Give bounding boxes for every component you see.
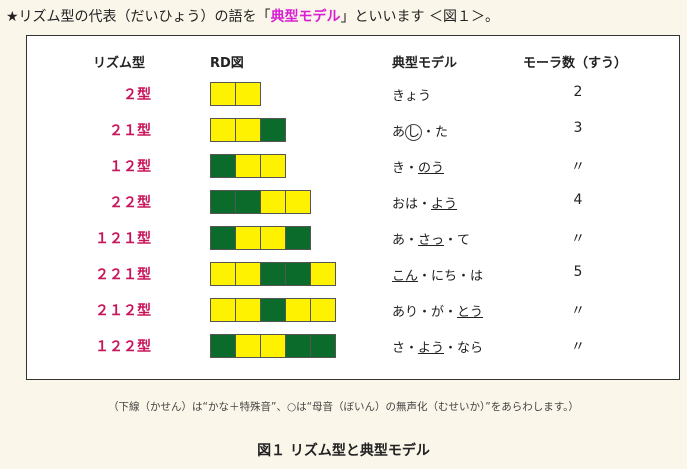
mora-count: 〃 xyxy=(571,159,585,175)
rd-cell-yellow xyxy=(260,190,286,214)
row-type-label: ２２１型 xyxy=(95,267,151,283)
rd-diagram xyxy=(210,262,336,286)
rd-cell-yellow xyxy=(210,118,236,142)
word-segment: ・た xyxy=(422,125,449,140)
model-word: あり・が・とう xyxy=(392,301,483,320)
word-segment: あ・ xyxy=(392,233,419,248)
rd-cell-green xyxy=(210,334,236,358)
rd-cell-green xyxy=(310,334,336,358)
rd-cell-yellow xyxy=(310,262,336,286)
word-segment: ・にち・は xyxy=(418,269,484,284)
intro-text: ★リズム型の代表（だいひょう）の語を「典型モデル」といいます ＜図１＞。 xyxy=(6,6,499,26)
row-type-label: ２１型 xyxy=(109,123,151,139)
rd-diagram xyxy=(210,82,261,106)
rd-cell-green xyxy=(285,334,311,358)
rd-cell-green xyxy=(260,298,286,322)
special-sound-segment: こん xyxy=(392,269,419,284)
model-word: さ・よう・なら xyxy=(392,337,483,356)
rd-cell-yellow xyxy=(210,82,236,106)
mora-count: 2 xyxy=(573,84,583,100)
row-type-label: ２２型 xyxy=(109,195,151,211)
rd-cell-yellow xyxy=(235,262,261,286)
word-segment: き・ xyxy=(392,161,419,176)
word-segment: きょう xyxy=(392,89,432,104)
header-model: 典型モデル xyxy=(392,56,458,71)
rd-cell-yellow xyxy=(285,298,311,322)
rd-cell-yellow xyxy=(235,334,261,358)
special-sound-segment: よう xyxy=(431,197,458,212)
rd-cell-yellow xyxy=(235,298,261,322)
word-segment: あ xyxy=(392,125,406,140)
intro-highlight: 典型モデル xyxy=(270,9,341,25)
rd-cell-green xyxy=(285,226,311,250)
header-type: リズム型 xyxy=(93,56,146,71)
row-type-label: １２型 xyxy=(109,159,151,175)
mora-count: 〃 xyxy=(571,231,585,247)
header-rd: RD図 xyxy=(210,56,244,71)
rd-diagram xyxy=(210,334,336,358)
mora-count: 3 xyxy=(573,120,583,136)
mora-count: 〃 xyxy=(571,339,585,355)
intro-before: ★リズム型の代表（だいひょう）の語を「 xyxy=(6,9,271,25)
rd-diagram xyxy=(210,190,311,214)
word-segment: さ・ xyxy=(392,341,419,356)
special-sound-segment: のう xyxy=(418,161,445,176)
rd-cell-yellow xyxy=(260,226,286,250)
devoiced-mora: し xyxy=(405,124,423,141)
rd-diagram xyxy=(210,226,311,250)
rd-cell-yellow xyxy=(285,190,311,214)
footnote: （下線（かせん）は“かな＋特殊音”、○は“母音（ぼいん）の無声化（むせいか）”を… xyxy=(108,401,579,413)
row-type-label: ２１２型 xyxy=(95,303,151,319)
rd-diagram xyxy=(210,298,336,322)
rd-cell-yellow xyxy=(260,334,286,358)
rhythm-table: リズム型 RD図 典型モデル モーラ数（すう） ２型 きょう 2 ２１型 あし・た 3 １２… xyxy=(26,35,680,380)
model-word: おは・よう xyxy=(392,193,457,212)
row-type-label: １２１型 xyxy=(95,231,151,247)
figure-caption: 図１ リズム型と典型モデル xyxy=(257,443,430,459)
rd-cell-yellow xyxy=(310,298,336,322)
word-segment: ・なら xyxy=(444,341,484,356)
rd-cell-yellow xyxy=(235,226,261,250)
rd-cell-yellow xyxy=(235,118,261,142)
mora-count: 〃 xyxy=(571,303,585,319)
rd-cell-green xyxy=(235,190,261,214)
word-segment: あり・が・ xyxy=(392,305,458,320)
rd-cell-green xyxy=(260,262,286,286)
rd-cell-yellow xyxy=(210,262,236,286)
model-word: き・のう xyxy=(392,157,444,176)
mora-count: 4 xyxy=(573,192,583,208)
special-sound-segment: さっ xyxy=(418,233,445,248)
rd-diagram xyxy=(210,154,286,178)
mora-count: 5 xyxy=(573,264,583,280)
header-mora: モーラ数（すう） xyxy=(523,56,628,71)
model-word: あし・た xyxy=(392,121,448,141)
rd-cell-green xyxy=(260,118,286,142)
word-segment: ・て xyxy=(444,233,471,248)
special-sound-segment: とう xyxy=(457,305,484,320)
rd-cell-green xyxy=(210,226,236,250)
rd-cell-green xyxy=(210,190,236,214)
rd-cell-yellow xyxy=(210,298,236,322)
model-word: こん・にち・は xyxy=(392,265,483,284)
rd-cell-green xyxy=(285,262,311,286)
word-segment: おは・ xyxy=(392,197,432,212)
row-type-label: ２型 xyxy=(123,87,151,103)
model-word: きょう xyxy=(392,85,431,104)
model-word: あ・さっ・て xyxy=(392,229,470,248)
rd-cell-yellow xyxy=(235,154,261,178)
rd-cell-green xyxy=(210,154,236,178)
row-type-label: １２２型 xyxy=(95,339,151,355)
rd-cell-yellow xyxy=(235,82,261,106)
intro-after: 」といいます ＜図１＞。 xyxy=(340,9,500,25)
special-sound-segment: よう xyxy=(418,341,445,356)
rd-diagram xyxy=(210,118,286,142)
rd-cell-yellow xyxy=(260,154,286,178)
